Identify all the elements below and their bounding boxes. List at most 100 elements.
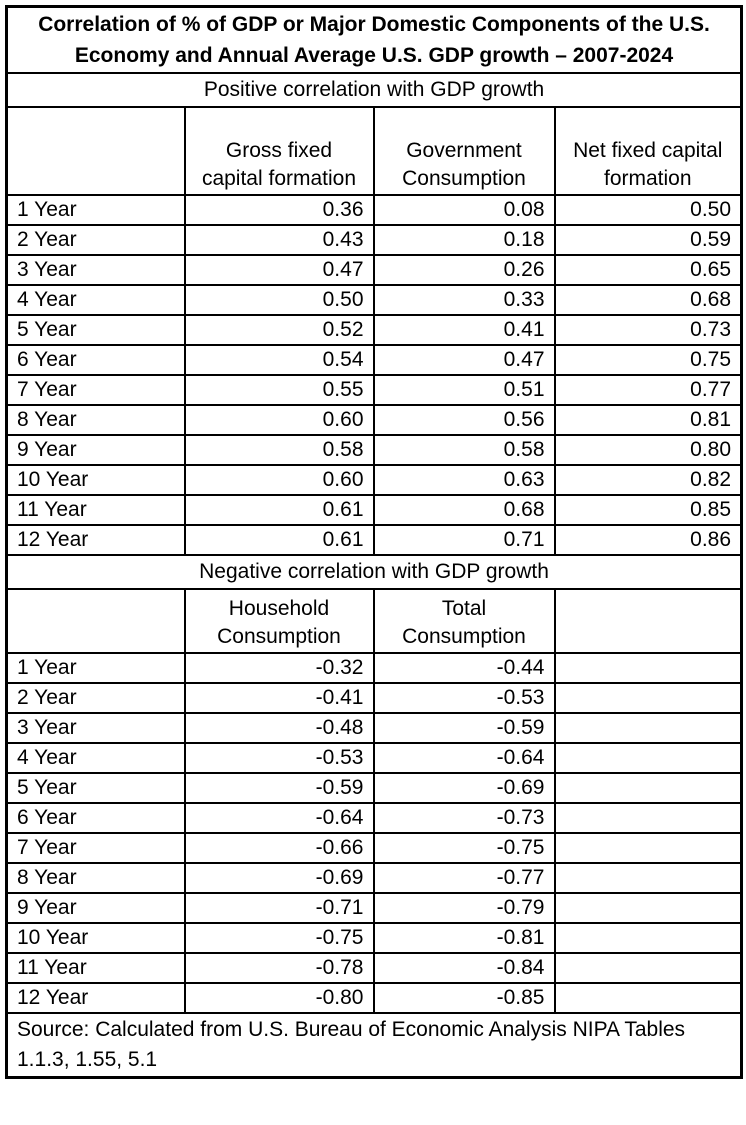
table-row: 5 Year 0.52 0.41 0.73 xyxy=(5,314,743,346)
value-cell: 0.81 xyxy=(553,404,743,436)
value-cell: -0.69 xyxy=(183,862,375,894)
value-cell: -0.69 xyxy=(372,772,556,804)
value-cell: -0.71 xyxy=(183,892,375,924)
value-cell: 0.75 xyxy=(553,344,743,376)
empty-cell xyxy=(553,772,743,804)
value-cell: 0.58 xyxy=(372,434,556,466)
value-cell: 0.26 xyxy=(372,254,556,286)
empty-cell xyxy=(553,892,743,924)
section-heading-negative: Negative correlation with GDP growth xyxy=(5,554,743,590)
value-cell: 0.73 xyxy=(553,314,743,346)
row-label: 5 Year xyxy=(5,772,186,804)
value-cell: 0.36 xyxy=(183,194,375,226)
row-label: 8 Year xyxy=(5,862,186,894)
row-label: 3 Year xyxy=(5,712,186,744)
value-cell: 0.47 xyxy=(183,254,375,286)
table-row: 4 Year 0.50 0.33 0.68 xyxy=(5,284,743,316)
title-row: Correlation of % of GDP or Major Domesti… xyxy=(5,5,743,74)
table-row: 5 Year -0.59 -0.69 xyxy=(5,772,743,804)
row-label: 6 Year xyxy=(5,344,186,376)
section-heading-positive: Positive correlation with GDP growth xyxy=(5,72,743,108)
source-note: Source: Calculated from U.S. Bureau of E… xyxy=(5,1012,743,1079)
value-cell: 0.82 xyxy=(553,464,743,496)
table-row: 9 Year -0.71 -0.79 xyxy=(5,892,743,924)
table-row: 2 Year -0.41 -0.53 xyxy=(5,682,743,714)
table-row: 2 Year 0.43 0.18 0.59 xyxy=(5,224,743,256)
value-cell: -0.75 xyxy=(372,832,556,864)
value-cell: 0.63 xyxy=(372,464,556,496)
value-cell: 0.08 xyxy=(372,194,556,226)
row-label: 12 Year xyxy=(5,524,186,556)
value-cell: 0.41 xyxy=(372,314,556,346)
value-cell: 0.54 xyxy=(183,344,375,376)
row-label: 2 Year xyxy=(5,224,186,256)
table-row: 7 Year -0.66 -0.75 xyxy=(5,832,743,864)
value-cell: 0.61 xyxy=(183,494,375,526)
row-label: 12 Year xyxy=(5,982,186,1014)
table-row: 11 Year -0.78 -0.84 xyxy=(5,952,743,984)
row-label: 2 Year xyxy=(5,682,186,714)
value-cell: -0.78 xyxy=(183,952,375,984)
row-label: 8 Year xyxy=(5,404,186,436)
value-cell: -0.64 xyxy=(183,802,375,834)
column-header-net-fixed-capital-formation: Net fixed capital formation xyxy=(553,106,743,196)
value-cell: 0.65 xyxy=(553,254,743,286)
table-row: 12 Year -0.80 -0.85 xyxy=(5,982,743,1014)
column-header-empty xyxy=(5,106,186,196)
table-row: 7 Year 0.55 0.51 0.77 xyxy=(5,374,743,406)
value-cell: 0.60 xyxy=(183,464,375,496)
correlation-table: Correlation of % of GDP or Major Domesti… xyxy=(5,5,744,1079)
table-row: 3 Year 0.47 0.26 0.65 xyxy=(5,254,743,286)
table-row: 8 Year -0.69 -0.77 xyxy=(5,862,743,894)
value-cell: 0.85 xyxy=(553,494,743,526)
value-cell: 0.71 xyxy=(372,524,556,556)
table-row: 10 Year -0.75 -0.81 xyxy=(5,922,743,954)
row-label: 11 Year xyxy=(5,952,186,984)
column-header-total-consumption: Total Consumption xyxy=(372,588,556,654)
value-cell: 0.50 xyxy=(553,194,743,226)
value-cell: 0.77 xyxy=(553,374,743,406)
value-cell: -0.32 xyxy=(183,652,375,684)
value-cell: 0.60 xyxy=(183,404,375,436)
value-cell: 0.80 xyxy=(553,434,743,466)
row-label: 6 Year xyxy=(5,802,186,834)
value-cell: 0.86 xyxy=(553,524,743,556)
row-label: 1 Year xyxy=(5,652,186,684)
value-cell: 0.61 xyxy=(183,524,375,556)
column-header-household-consumption: Household Consumption xyxy=(183,588,375,654)
value-cell: -0.66 xyxy=(183,832,375,864)
column-header-row: Gross fixed capital formation Government… xyxy=(5,106,743,196)
source-row: Source: Calculated from U.S. Bureau of E… xyxy=(5,1012,743,1079)
value-cell: -0.53 xyxy=(372,682,556,714)
value-cell: -0.64 xyxy=(372,742,556,774)
value-cell: -0.75 xyxy=(183,922,375,954)
value-cell: 0.33 xyxy=(372,284,556,316)
value-cell: 0.50 xyxy=(183,284,375,316)
row-label: 7 Year xyxy=(5,832,186,864)
column-header-gross-fixed-capital-formation: Gross fixed capital formation xyxy=(183,106,375,196)
value-cell: -0.73 xyxy=(372,802,556,834)
empty-cell xyxy=(553,832,743,864)
value-cell: -0.84 xyxy=(372,952,556,984)
empty-cell xyxy=(553,742,743,774)
row-label: 4 Year xyxy=(5,742,186,774)
empty-cell xyxy=(553,712,743,744)
row-label: 10 Year xyxy=(5,464,186,496)
empty-cell xyxy=(553,922,743,954)
column-header-empty xyxy=(5,588,186,654)
table-row: 1 Year 0.36 0.08 0.50 xyxy=(5,194,743,226)
value-cell: -0.53 xyxy=(183,742,375,774)
column-header-government-consumption: Government Consumption xyxy=(372,106,556,196)
table-row: 12 Year 0.61 0.71 0.86 xyxy=(5,524,743,556)
value-cell: -0.59 xyxy=(372,712,556,744)
empty-cell xyxy=(553,652,743,684)
row-label: 9 Year xyxy=(5,892,186,924)
value-cell: -0.44 xyxy=(372,652,556,684)
value-cell: 0.68 xyxy=(372,494,556,526)
empty-cell xyxy=(553,682,743,714)
section-heading-row: Negative correlation with GDP growth xyxy=(5,554,743,590)
table-row: 8 Year 0.60 0.56 0.81 xyxy=(5,404,743,436)
column-header-empty xyxy=(553,588,743,654)
row-label: 1 Year xyxy=(5,194,186,226)
table-row: 10 Year 0.60 0.63 0.82 xyxy=(5,464,743,496)
